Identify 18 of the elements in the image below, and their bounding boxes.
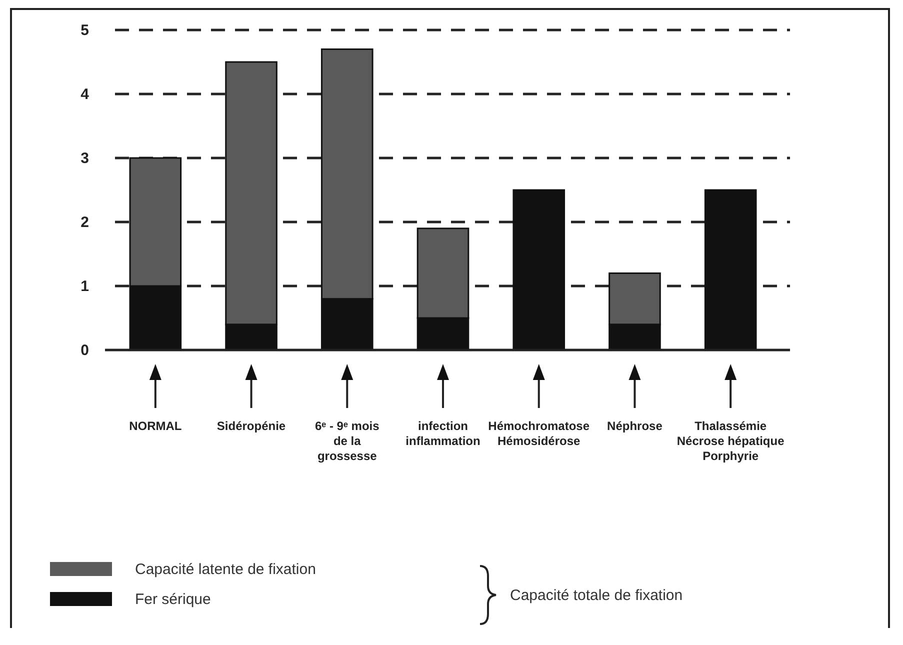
bar bbox=[512, 189, 566, 351]
text: Capacité totale de fixation bbox=[510, 587, 683, 604]
x-tick-label: 6ᵉ - 9ᵉ mois de la grossesse bbox=[314, 419, 380, 463]
legend-label: Fer sérique bbox=[135, 591, 211, 608]
y-tick-label: 4 bbox=[80, 86, 90, 103]
y-tick-label: 3 bbox=[80, 150, 89, 167]
y-tick-label: 5 bbox=[80, 22, 89, 39]
y-tick-label: 0 bbox=[80, 342, 89, 359]
y-tick-label: 1 bbox=[80, 278, 89, 295]
y-tick-label: 2 bbox=[80, 214, 89, 231]
legend-label: Capacité latente de fixation bbox=[135, 561, 316, 578]
x-tick-label: Hémochromatose Hémosidérose bbox=[488, 419, 590, 448]
x-tick-label: infection inflammation bbox=[406, 419, 480, 448]
x-tick-label: NORMAL bbox=[129, 419, 182, 433]
bar bbox=[704, 189, 757, 351]
x-tick-label: Sidéropénie bbox=[216, 419, 286, 433]
x-tick-label: Thalassémie Nécrose hépatique Porphyrie bbox=[676, 419, 785, 463]
x-tick-label: Néphrose bbox=[607, 419, 663, 433]
